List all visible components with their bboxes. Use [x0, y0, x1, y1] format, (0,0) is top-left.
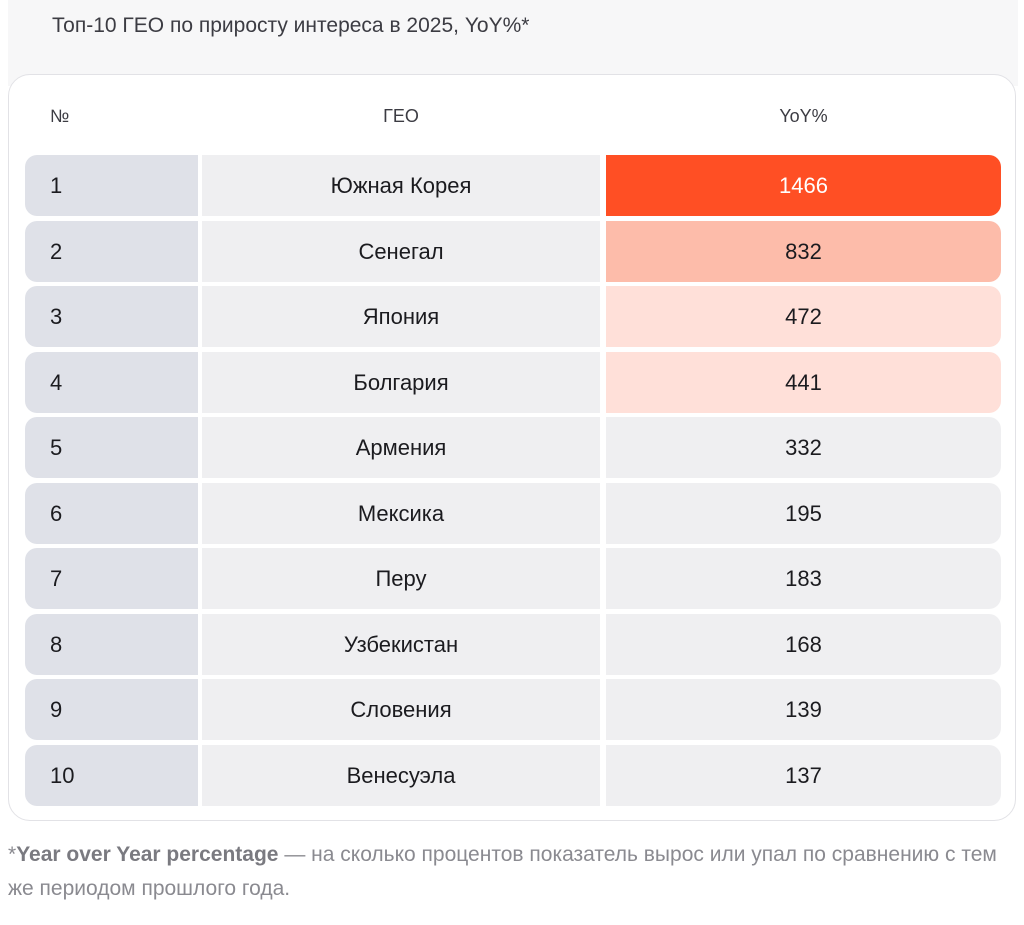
table-row: 2 Сенегал 832	[25, 221, 1001, 282]
rank-cell: 3	[25, 286, 198, 347]
table-row: 7 Перу 183	[25, 548, 1001, 609]
column-header-rank: №	[50, 106, 70, 126]
table-title: Топ-10 ГЕО по приросту интереса в 2025, …	[52, 14, 530, 37]
geo-cell: Южная Корея	[202, 155, 600, 216]
rank-cell: 5	[25, 417, 198, 478]
yoy-cell: 441	[606, 352, 1001, 413]
table-row: 5 Армения 332	[25, 417, 1001, 478]
yoy-cell: 1466	[606, 155, 1001, 216]
rank-cell: 6	[25, 483, 198, 544]
column-header-geo: ГЕО	[383, 106, 419, 126]
table-row: 6 Мексика 195	[25, 483, 1001, 544]
header-band	[8, 0, 1018, 86]
geo-cell: Армения	[202, 417, 600, 478]
footnote-term: Year over Year percentage	[16, 843, 279, 866]
yoy-cell: 472	[606, 286, 1001, 347]
table-row: 3 Япония 472	[25, 286, 1001, 347]
geo-cell: Перу	[202, 548, 600, 609]
table-row: 10 Венесуэла 137	[25, 745, 1001, 806]
rank-cell: 9	[25, 679, 198, 740]
yoy-cell: 332	[606, 417, 1001, 478]
rank-cell: 8	[25, 614, 198, 675]
yoy-cell: 195	[606, 483, 1001, 544]
geo-cell: Япония	[202, 286, 600, 347]
geo-cell: Мексика	[202, 483, 600, 544]
table-row: 1 Южная Корея 1466	[25, 155, 1001, 216]
table-row: 9 Словения 139	[25, 679, 1001, 740]
yoy-cell: 832	[606, 221, 1001, 282]
yoy-cell: 168	[606, 614, 1001, 675]
footnote-text: — на сколько процентов показатель вырос …	[8, 843, 997, 900]
rank-cell: 1	[25, 155, 198, 216]
rank-cell: 10	[25, 745, 198, 806]
geo-cell: Словения	[202, 679, 600, 740]
footnote: *Year over Year percentage — на сколько …	[8, 838, 1008, 906]
rank-cell: 2	[25, 221, 198, 282]
column-header-yoy: YoY%	[779, 106, 828, 126]
geo-cell: Узбекистан	[202, 614, 600, 675]
rank-cell: 4	[25, 352, 198, 413]
geo-cell: Венесуэла	[202, 745, 600, 806]
footnote-marker: *	[8, 843, 17, 866]
rank-cell: 7	[25, 548, 198, 609]
yoy-cell: 139	[606, 679, 1001, 740]
yoy-cell: 137	[606, 745, 1001, 806]
table-row: 4 Болгария 441	[25, 352, 1001, 413]
geo-cell: Сенегал	[202, 221, 600, 282]
table-row: 8 Узбекистан 168	[25, 614, 1001, 675]
yoy-cell: 183	[606, 548, 1001, 609]
geo-cell: Болгария	[202, 352, 600, 413]
